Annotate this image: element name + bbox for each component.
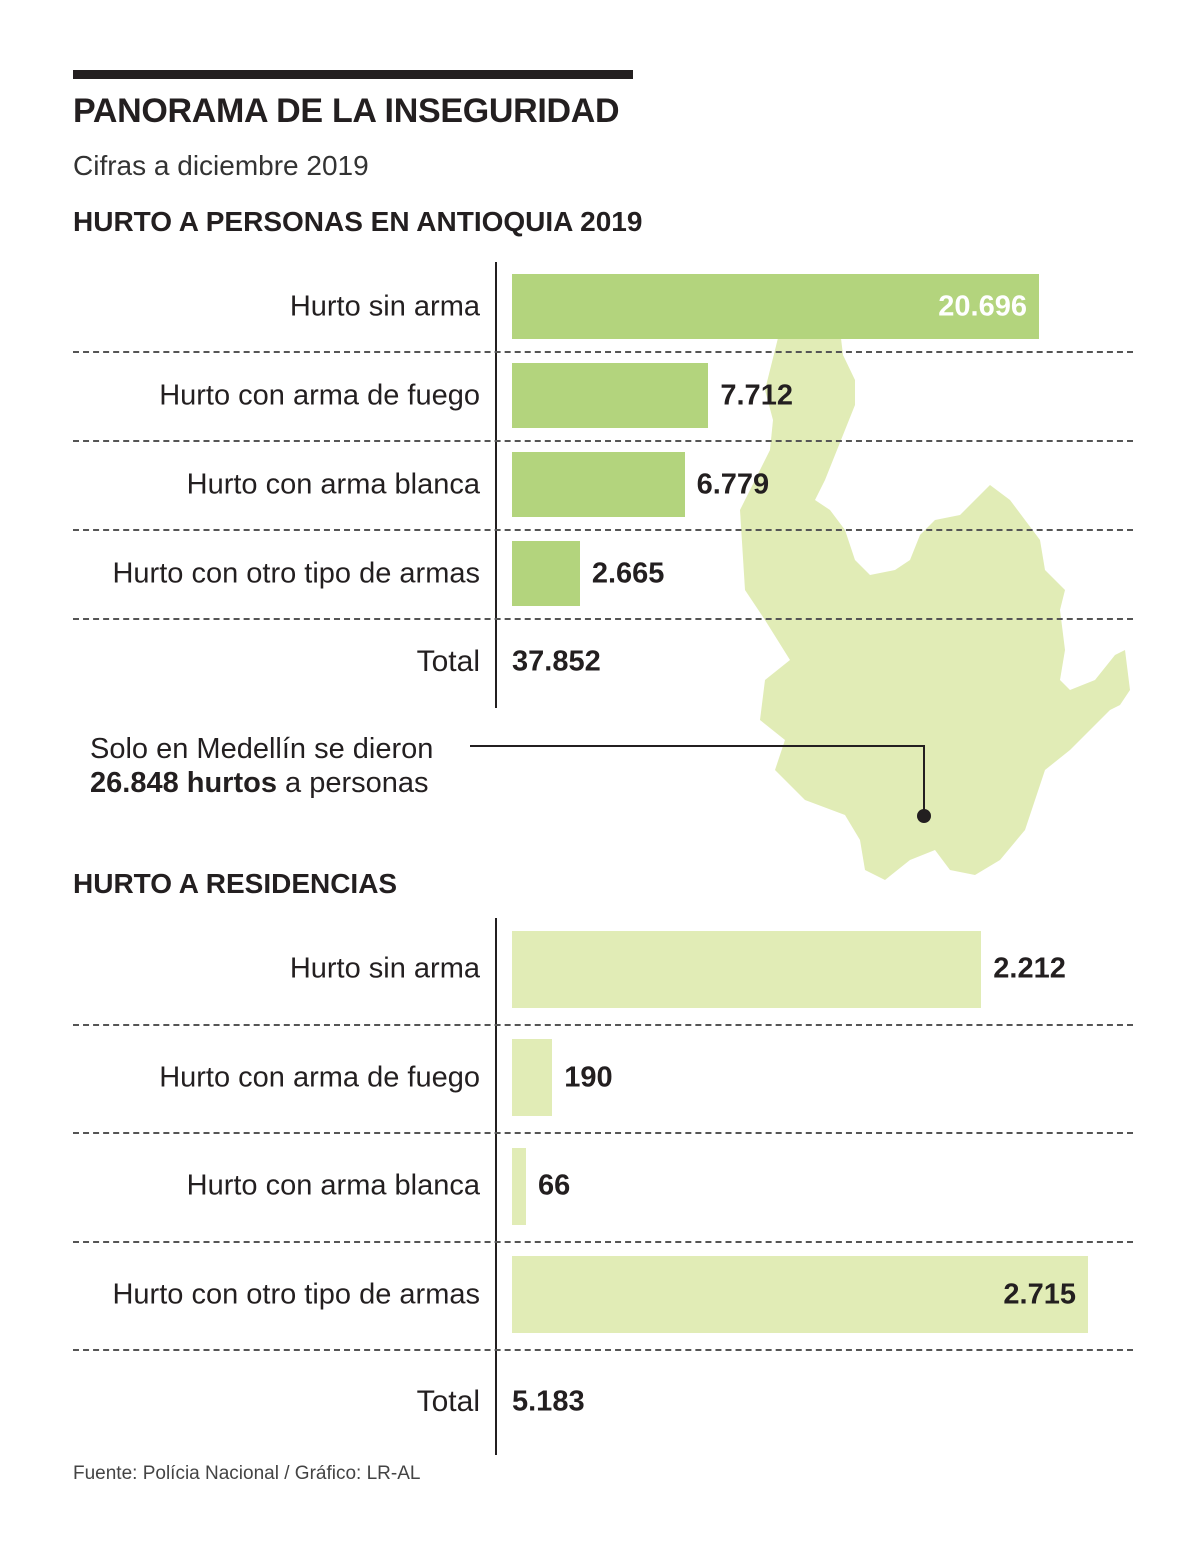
page-subtitle: Cifras a diciembre 2019 <box>73 150 369 181</box>
residencias-total-label: Total <box>416 1385 480 1418</box>
residencias-category-label: Hurto sin arma <box>289 952 480 985</box>
personas-row-divider <box>73 440 1133 442</box>
personas-row-divider <box>73 529 1133 531</box>
personas-category-label: Hurto con otro tipo de armas <box>112 557 480 589</box>
personas-value-label: 20.696 <box>938 290 1027 322</box>
personas-value-label: 2.665 <box>591 557 665 589</box>
personas-total-value: 37.852 <box>512 645 601 678</box>
chart-personas-title: HURTO A PERSONAS EN ANTIOQUIA 2019 <box>73 206 643 237</box>
residencias-row-divider <box>73 1240 1133 1243</box>
top-rule <box>73 70 633 79</box>
medellin-note: Solo en Medellín se dieron 26.848 hurtos… <box>90 732 433 800</box>
personas-bar <box>512 363 709 428</box>
chart-residencias-title: HURTO A RESIDENCIAS <box>73 868 398 899</box>
antioquia-map <box>740 280 1130 880</box>
personas-bar <box>512 452 685 517</box>
personas-value-label: 6.779 <box>696 468 770 500</box>
residencias-row-divider <box>73 1349 1133 1351</box>
residencias-total-value: 5.183 <box>512 1385 585 1418</box>
medellin-note-rest: a personas <box>276 767 429 799</box>
personas-category-label: Hurto con arma de fuego <box>159 379 480 411</box>
personas-bar <box>512 541 580 606</box>
medellin-note-line2: 26.848 hurtos a personas <box>90 766 433 800</box>
residencias-bar <box>512 930 982 1008</box>
residencias-category-label: Hurto con arma de fuego <box>159 1061 480 1094</box>
residencias-bar <box>512 1039 553 1117</box>
antioquia-map-shape <box>740 280 1130 880</box>
residencias-bar <box>512 1256 1088 1334</box>
personas-row-divider <box>73 618 1133 620</box>
personas-category-label: Hurto sin arma <box>289 290 480 322</box>
personas-row-divider <box>73 351 1133 353</box>
page-title: PANORAMA DE LA INSEGURIDAD <box>73 92 620 130</box>
personas-value-label: 7.712 <box>720 379 793 411</box>
medellin-note-bold: 26.848 hurtos <box>90 767 277 799</box>
source-credit: Fuente: Polícia Nacional / Gráfico: LR-A… <box>73 1463 421 1484</box>
residencias-value-label: 2.715 <box>1003 1278 1076 1311</box>
personas-axis-line <box>495 262 497 708</box>
personas-total-label: Total <box>416 645 480 678</box>
residencias-axis-line <box>495 918 497 1455</box>
residencias-row-divider <box>73 1023 1133 1026</box>
residencias-value-label: 2.212 <box>993 952 1066 985</box>
medellin-note-line1: Solo en Medellín se dieron <box>90 733 434 765</box>
residencias-bar <box>512 1147 526 1225</box>
residencias-value-label: 66 <box>538 1169 571 1202</box>
personas-category-label: Hurto con arma blanca <box>186 468 480 500</box>
personas-bar <box>512 274 1039 339</box>
residencias-value-label: 190 <box>564 1061 613 1094</box>
residencias-category-label: Hurto con otro tipo de armas <box>112 1278 480 1311</box>
residencias-row-divider <box>73 1132 1133 1134</box>
residencias-category-label: Hurto con arma blanca <box>186 1169 480 1202</box>
